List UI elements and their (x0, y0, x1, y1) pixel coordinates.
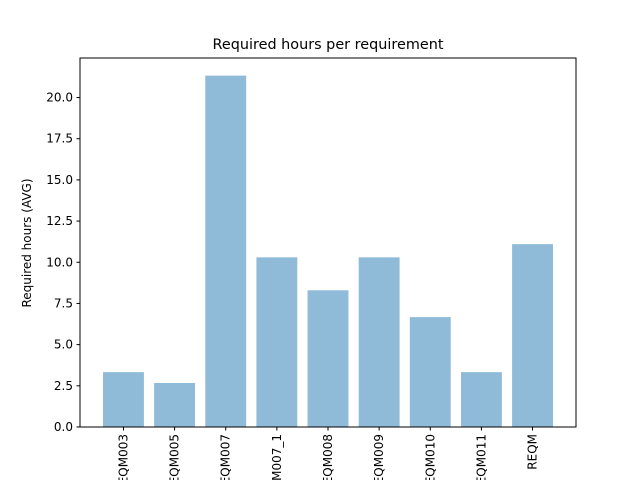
y-tick-label: 5.0 (54, 338, 73, 352)
bar (154, 383, 196, 427)
bar (512, 244, 553, 427)
x-tick-label: REQM010 (423, 434, 437, 480)
plot-frame (79, 57, 577, 428)
x-tick-label: REQM009 (372, 434, 386, 480)
y-tick-label: 10.0 (46, 255, 73, 269)
y-tick-label: 20.0 (46, 91, 73, 105)
x-tick-label: REQM011 (474, 434, 488, 480)
bar (460, 372, 502, 427)
x-tick-label: REQM (526, 434, 540, 470)
y-tick-label: 2.5 (54, 379, 73, 393)
bar (409, 317, 451, 427)
x-tick-label: REQM007_1 (270, 434, 284, 480)
y-tick-label: 7.5 (54, 296, 73, 310)
bar (205, 75, 247, 427)
y-axis-label: Required hours (AVG) (20, 178, 34, 307)
bar (307, 290, 349, 427)
bar (256, 257, 298, 427)
chart-title: Required hours per requirement (213, 37, 444, 53)
y-tick-label: 12.5 (46, 214, 73, 228)
y-tick-label: 0.0 (54, 420, 73, 434)
bar (103, 372, 144, 427)
y-tick-label: 15.0 (46, 173, 73, 187)
y-tick-label: 17.5 (46, 132, 73, 146)
bar (358, 257, 400, 427)
x-tick-label: REQM003 (116, 434, 130, 480)
x-tick-label: REQM005 (168, 434, 182, 480)
x-tick-label: REQM007 (219, 434, 233, 480)
x-tick-label: REQM008 (321, 434, 335, 480)
